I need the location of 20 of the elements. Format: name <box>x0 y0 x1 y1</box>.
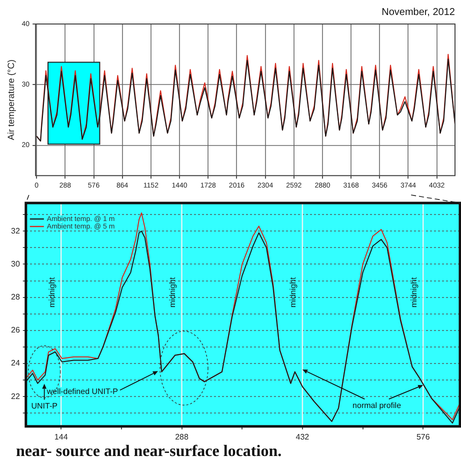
x-tick-label: 288 <box>175 432 189 442</box>
x-tick-label: 144 <box>54 432 68 442</box>
y-tick-label: 28 <box>10 292 20 302</box>
y-axis-title: Air temperature (°C) <box>6 59 16 140</box>
y-tick-label: 24 <box>10 358 20 368</box>
ref-line-label: midnight <box>409 276 418 308</box>
y-tick-label: 30 <box>10 259 20 268</box>
ref-line-label: midnight <box>47 276 56 308</box>
y-tick-label: 26 <box>10 326 20 335</box>
ref-line-label: midnight <box>288 276 298 308</box>
chart-title: November, 2012 <box>382 6 456 18</box>
x-tick-label: 576 <box>416 432 430 442</box>
annotation: normal profile <box>352 401 402 410</box>
y-tick-label: 32 <box>10 226 20 236</box>
ref-line-label: midnight <box>168 276 177 308</box>
annotation: UNIT-P <box>31 402 58 411</box>
x-tick-label: 432 <box>296 432 310 442</box>
y-tick-label: 22 <box>10 392 20 401</box>
annotation: well-defined UNIT-P <box>46 387 118 396</box>
text: near- source and near-surface location. <box>16 443 282 461</box>
